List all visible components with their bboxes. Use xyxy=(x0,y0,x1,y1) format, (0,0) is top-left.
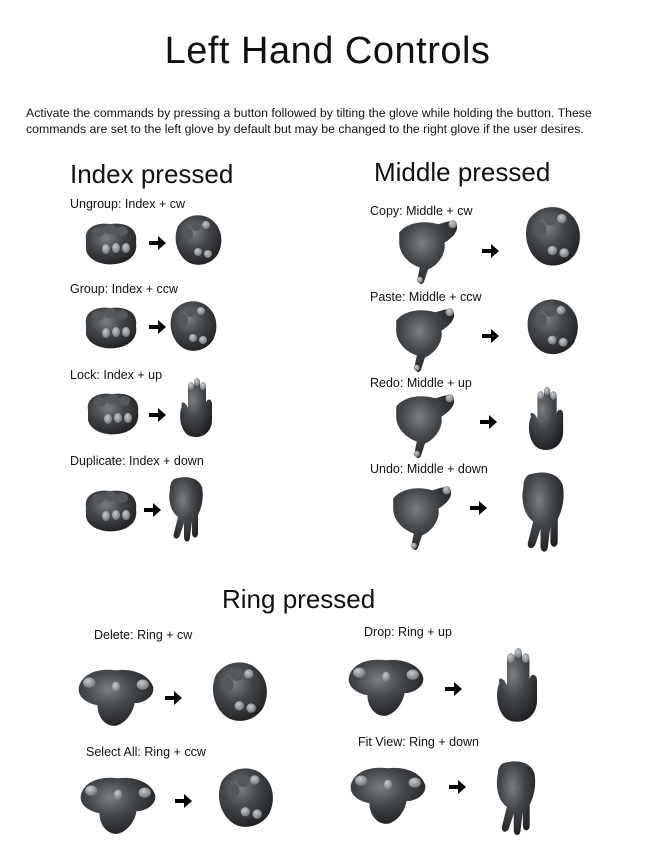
glove-icon xyxy=(175,215,222,265)
command-label-ungroup: Ungroup: Index + cw xyxy=(70,197,185,211)
right-arrow-icon xyxy=(165,691,182,705)
glove-icon xyxy=(528,386,564,450)
glove-icon xyxy=(399,220,458,284)
glove-icon xyxy=(180,378,212,438)
right-arrow-icon xyxy=(175,794,192,808)
glove-icon xyxy=(525,207,580,266)
glove-icon xyxy=(396,394,455,458)
right-arrow-icon xyxy=(449,780,466,794)
right-arrow-icon xyxy=(470,501,487,515)
glove-icon xyxy=(85,307,137,349)
glove-icon xyxy=(85,490,137,532)
glove-icon xyxy=(169,477,203,542)
index-section-heading: Index pressed xyxy=(70,159,234,189)
glove-icon xyxy=(170,301,217,351)
middle-section-heading: Middle pressed xyxy=(374,157,551,187)
glove-icon xyxy=(80,777,156,834)
ring-section-heading: Ring pressed xyxy=(222,584,376,614)
right-arrow-icon xyxy=(445,682,462,696)
command-label-drop: Drop: Ring + up xyxy=(364,625,452,639)
command-label-paste: Paste: Middle + ccw xyxy=(370,290,482,304)
glove-icon xyxy=(522,472,564,552)
command-label-redo: Redo: Middle + up xyxy=(370,376,472,390)
glove-icon xyxy=(218,768,273,827)
page-title: Left Hand Controls xyxy=(164,30,491,72)
right-arrow-icon xyxy=(480,415,497,429)
glove-icon xyxy=(496,761,536,835)
glove-icon xyxy=(527,299,578,355)
glove-icon xyxy=(78,669,154,726)
command-label-fit-view: Fit View: Ring + down xyxy=(358,735,480,749)
command-label-select-all: Select All: Ring + ccw xyxy=(86,745,206,759)
right-arrow-icon xyxy=(149,408,166,422)
glove-icon xyxy=(497,648,537,722)
glove-icon xyxy=(85,223,137,265)
command-label-lock: Lock: Index + up xyxy=(70,368,163,382)
glove-icon xyxy=(348,659,424,716)
right-arrow-icon xyxy=(482,329,499,343)
glove-icon xyxy=(396,308,455,372)
command-label-undo: Undo: Middle + down xyxy=(370,462,488,476)
glove-icon xyxy=(87,393,139,435)
command-label-copy: Copy: Middle + cw xyxy=(370,204,473,218)
command-label-group: Group: Index + ccw xyxy=(70,282,179,296)
right-arrow-icon xyxy=(149,236,166,250)
glove-icon xyxy=(212,662,267,721)
right-arrow-icon xyxy=(482,244,499,258)
intro-paragraph: Activate the commands by pressing a butt… xyxy=(26,106,592,136)
glove-icon xyxy=(393,486,452,550)
command-label-delete: Delete: Ring + cw xyxy=(94,628,193,642)
glove-icon xyxy=(350,767,426,824)
command-label-duplicate: Duplicate: Index + down xyxy=(70,454,204,468)
